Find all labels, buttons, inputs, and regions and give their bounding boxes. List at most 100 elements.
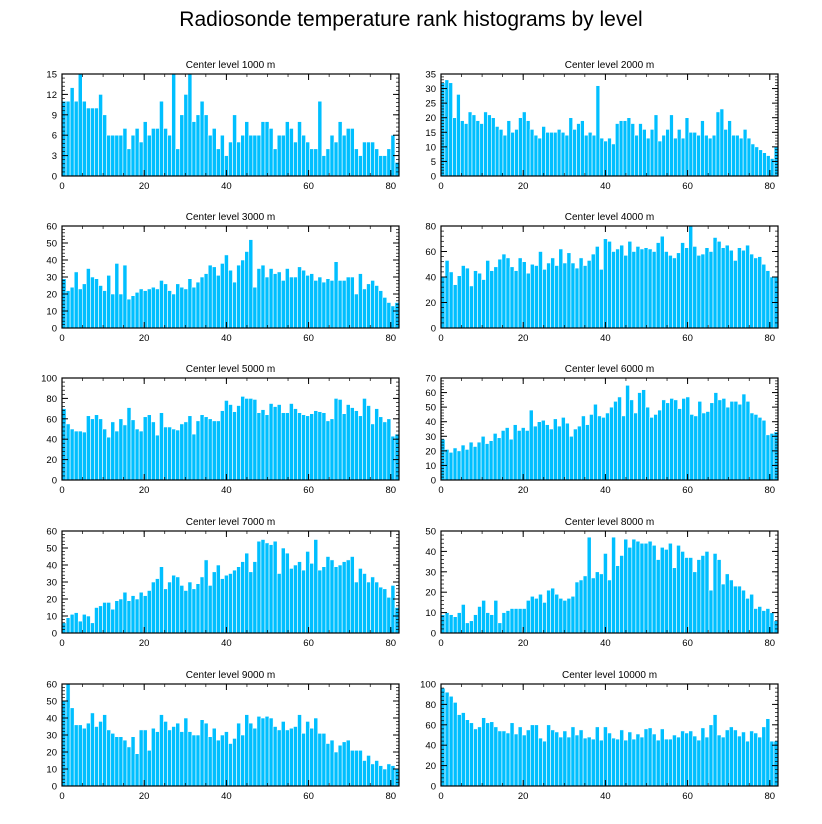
- histogram-bar: [613, 401, 618, 481]
- histogram-bar: [642, 129, 647, 177]
- histogram-bar: [366, 755, 371, 787]
- histogram-bar: [370, 763, 375, 787]
- histogram-bar: [534, 724, 539, 787]
- histogram-bar: [561, 417, 566, 481]
- histogram-bar: [506, 120, 512, 177]
- histogram-bar: [516, 430, 522, 481]
- histogram-bar: [211, 266, 217, 329]
- histogram-bar: [179, 585, 185, 634]
- histogram-bar: [329, 418, 335, 481]
- histogram-bar: [618, 120, 624, 177]
- panel-title: Center level 10000 m: [562, 670, 657, 681]
- histogram-bar: [513, 270, 519, 329]
- histogram-bar: [386, 418, 392, 481]
- histogram-bar: [382, 768, 388, 787]
- histogram-bar: [553, 418, 558, 481]
- histogram-bar: [615, 738, 620, 787]
- histogram-bar: [599, 739, 604, 787]
- histogram-bar: [532, 425, 538, 481]
- histogram-bar: [641, 389, 646, 481]
- histogram-bar: [704, 247, 710, 329]
- histogram-bar: [138, 430, 144, 481]
- histogram-bar: [305, 721, 310, 787]
- histogram-bar: [594, 571, 600, 634]
- histogram-bar: [639, 248, 645, 329]
- histogram-bar: [509, 266, 515, 329]
- histogram-bar: [382, 421, 388, 481]
- x-tick-label: 60: [682, 485, 693, 496]
- histogram-bar: [126, 407, 132, 481]
- histogram-bar: [657, 409, 662, 481]
- histogram-bar: [341, 134, 347, 177]
- histogram-bar: [619, 555, 625, 634]
- histogram-bar: [256, 268, 262, 329]
- histogram-bar: [635, 733, 641, 787]
- x-tick-label: 20: [518, 791, 529, 802]
- histogram-bar: [448, 695, 454, 787]
- histogram-bar: [749, 253, 754, 329]
- histogram-bar: [509, 722, 515, 787]
- histogram-bar: [309, 148, 315, 177]
- x-tick-label: 80: [764, 791, 775, 802]
- histogram-bar: [114, 134, 120, 177]
- histogram-bar: [657, 140, 663, 177]
- histogram-bar: [122, 264, 128, 329]
- histogram-bar: [183, 717, 189, 787]
- histogram-bar: [719, 108, 725, 177]
- histogram-bar: [753, 608, 759, 634]
- histogram-bar: [370, 280, 375, 329]
- histogram-bar: [374, 760, 380, 787]
- histogram-bar: [77, 288, 83, 329]
- histogram-bar: [582, 737, 588, 787]
- histogram-bar: [167, 134, 172, 177]
- y-tick-label: 20: [425, 113, 436, 124]
- histogram-bar: [653, 414, 658, 481]
- histogram-bar: [584, 134, 589, 177]
- histogram-bar: [639, 736, 645, 787]
- y-tick-label: 10: [425, 608, 436, 619]
- histogram-panel: Center level 1000 m 0 3 6 9 12 15 0 20 40 60 80: [46, 60, 400, 192]
- histogram-bar: [90, 622, 95, 634]
- histogram-bar: [394, 768, 400, 787]
- histogram-bar: [285, 412, 290, 481]
- histogram-bar: [489, 614, 495, 634]
- histogram-bar: [708, 724, 714, 787]
- histogram-bar: [595, 85, 601, 177]
- histogram-bar: [167, 290, 172, 329]
- histogram-bar: [589, 414, 594, 481]
- histogram-bar: [69, 613, 75, 634]
- histogram-bar: [354, 749, 359, 787]
- histogram-bar: [623, 538, 629, 634]
- histogram-bar: [236, 264, 241, 329]
- histogram-bar: [114, 600, 120, 634]
- histogram-bar: [521, 734, 527, 787]
- histogram-bar: [297, 412, 302, 481]
- histogram-bar: [749, 412, 755, 481]
- plot-frame: [440, 377, 779, 481]
- histogram-bar: [118, 293, 124, 329]
- histogram-bar: [619, 244, 625, 329]
- histogram-bar: [69, 87, 75, 177]
- histogram-bar: [228, 404, 233, 481]
- histogram-bar: [510, 131, 515, 177]
- histogram-bar: [199, 719, 205, 787]
- x-tick-label: 40: [600, 485, 611, 496]
- histogram-bar: [721, 398, 727, 481]
- histogram-bar: [268, 544, 274, 634]
- histogram-bar: [317, 100, 323, 177]
- histogram-bar: [599, 137, 604, 177]
- histogram-bar: [146, 590, 152, 634]
- histogram-bar: [215, 739, 221, 787]
- histogram-bar: [517, 608, 523, 634]
- histogram-bar: [607, 732, 612, 787]
- histogram-bar: [276, 134, 282, 177]
- histogram-bar: [572, 129, 577, 177]
- histogram-bar: [297, 561, 302, 634]
- x-tick-label: 0: [59, 638, 64, 649]
- histogram-bar: [280, 721, 286, 787]
- histogram-bar: [692, 246, 698, 329]
- histogram-bar: [489, 270, 495, 329]
- histogram-bar: [601, 417, 606, 481]
- y-tick-label: 0: [52, 172, 57, 183]
- histogram-bar: [207, 264, 213, 329]
